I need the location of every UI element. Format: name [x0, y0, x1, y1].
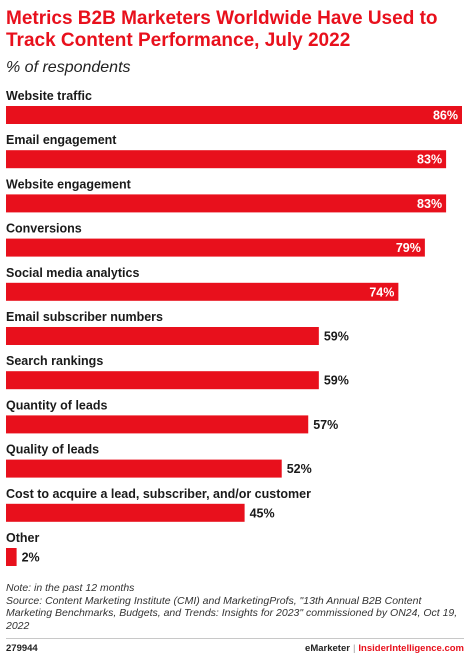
chart-id: 279944 [6, 643, 38, 654]
brand-emarketer: eMarketer [305, 643, 350, 654]
chart-title: Metrics B2B Marketers Worldwide Have Use… [6, 8, 438, 51]
bar [6, 150, 447, 169]
category-label: Search rankings [6, 354, 103, 368]
bar [6, 282, 399, 301]
chart-subtitle: % of respondents [6, 59, 131, 76]
source-text: Source: Content Marketing Institute (CMI… [6, 594, 458, 632]
footer-brand: eMarketer | InsiderIntelligence.com [305, 643, 464, 654]
category-label: Other [6, 531, 39, 545]
category-label: Social media analytics [6, 266, 139, 280]
value-label: 52% [287, 462, 312, 476]
category-label: Email subscriber numbers [6, 310, 163, 324]
value-label: 83% [417, 197, 442, 211]
category-label: Conversions [6, 222, 82, 236]
brand-insider-intelligence: InsiderIntelligence.com [358, 643, 464, 654]
value-label: 79% [396, 241, 421, 255]
bar [6, 503, 245, 522]
chart-notes: Note: in the past 12 months Source: Cont… [6, 582, 464, 632]
note-text: Note: in the past 12 months [6, 582, 135, 594]
bar [6, 371, 319, 390]
category-label: Email engagement [6, 133, 117, 147]
category-label: Website engagement [6, 177, 132, 191]
value-label: 45% [250, 506, 275, 520]
category-label: Website traffic [6, 89, 92, 103]
bar [6, 548, 17, 566]
value-label: 59% [324, 374, 349, 388]
bar-chart: Website traffic 86% Email engagement 83% Web… [6, 89, 462, 566]
value-label: 57% [313, 418, 338, 432]
value-label: 2% [22, 551, 40, 565]
bar [6, 238, 425, 257]
footer-divider [6, 638, 464, 639]
category-label: Cost to acquire a lead, subscriber, and/… [6, 487, 311, 501]
value-label: 74% [369, 285, 394, 299]
value-label: 83% [417, 153, 442, 167]
category-label: Quality of leads [6, 443, 99, 457]
bar [6, 194, 447, 213]
bar [6, 459, 282, 478]
bar [6, 106, 462, 124]
bar [6, 327, 319, 345]
category-label: Quantity of leads [6, 398, 107, 412]
value-label: 59% [324, 330, 349, 344]
bar [6, 415, 309, 434]
brand-separator: | [352, 643, 356, 654]
value-label: 86% [433, 109, 458, 123]
